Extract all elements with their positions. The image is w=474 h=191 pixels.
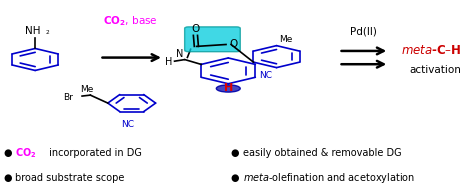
Text: H: H <box>165 57 172 66</box>
FancyBboxPatch shape <box>185 27 240 52</box>
Text: NH: NH <box>25 26 41 36</box>
Text: $_2$: $_2$ <box>46 28 51 37</box>
Text: easily obtained & removable DG: easily obtained & removable DG <box>243 148 401 158</box>
Text: incorporated in DG: incorporated in DG <box>46 148 142 158</box>
Text: Me: Me <box>80 85 93 94</box>
Text: $\bf{CO_2}$, base: $\bf{CO_2}$, base <box>103 14 158 28</box>
Text: N: N <box>176 49 184 59</box>
Text: Pd(II): Pd(II) <box>350 27 377 37</box>
Text: O: O <box>230 40 238 49</box>
Text: ●: ● <box>230 148 239 158</box>
Text: Me: Me <box>279 35 292 44</box>
Text: $\it{meta}$-$\bf{C}$–$\bf{H}$: $\it{meta}$-$\bf{C}$–$\bf{H}$ <box>401 45 461 57</box>
Text: NC: NC <box>259 71 272 80</box>
Text: O: O <box>191 24 200 34</box>
Text: H: H <box>224 83 233 93</box>
Text: activation: activation <box>410 65 462 75</box>
Text: Br: Br <box>63 92 73 102</box>
Text: ●: ● <box>230 173 239 183</box>
Text: ●: ● <box>3 173 11 183</box>
Text: $\bf{CO_2}$: $\bf{CO_2}$ <box>16 146 37 160</box>
Ellipse shape <box>216 85 240 92</box>
Text: $\it{meta}$-olefination and acetoxylation: $\it{meta}$-olefination and acetoxylatio… <box>243 171 415 185</box>
Text: ●: ● <box>3 148 11 158</box>
Text: broad substrate scope: broad substrate scope <box>16 173 125 183</box>
Text: NC: NC <box>121 120 135 129</box>
